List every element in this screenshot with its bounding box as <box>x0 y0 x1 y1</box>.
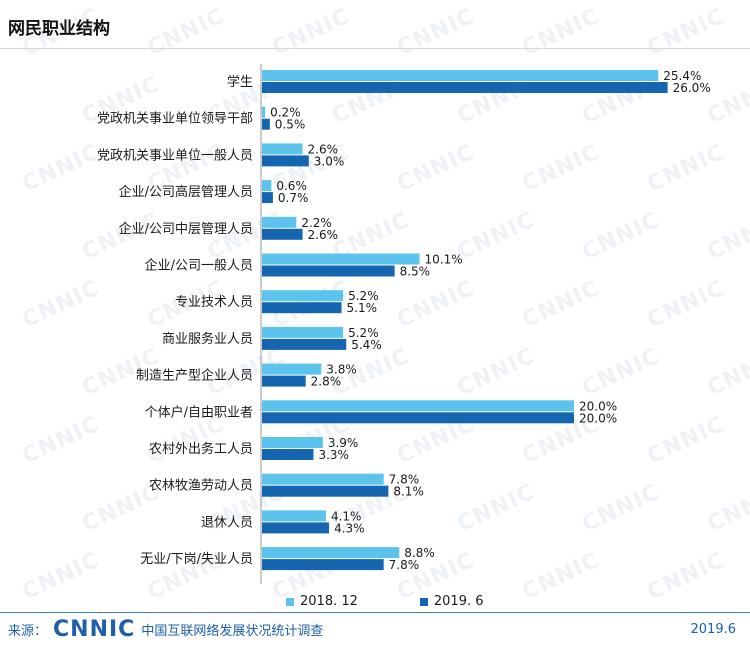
bar-2018 <box>262 253 420 265</box>
bar-2018 <box>262 363 322 375</box>
category-label: 农林牧渔劳动人员 <box>149 478 253 494</box>
bar-2018 <box>262 143 303 155</box>
category-label: 学生 <box>227 74 253 90</box>
footer-date: 2019.6 <box>690 621 737 637</box>
data-label-2018: 7.8% <box>389 473 420 487</box>
bar-2018 <box>262 437 323 448</box>
bar-chart: 学生 25.4%26.0% 党政机关事业单位领导干部 0.2%0.5% 党政机关事业单位… <box>97 64 711 584</box>
bar-2019 <box>262 375 306 387</box>
bar-2019 <box>262 338 347 350</box>
category-label: 制造生产型企业人员 <box>136 368 253 384</box>
chart-title: 网民职业结构 <box>8 19 110 39</box>
bar-2019 <box>262 485 389 497</box>
bar-2018 <box>262 290 344 302</box>
bar-2019 <box>262 265 395 277</box>
data-label-2018: 0.6% <box>276 179 307 193</box>
data-label-2018: 25.4% <box>663 69 701 83</box>
category-label: 企业/公司一般人员 <box>145 258 253 274</box>
bar-2018 <box>262 216 297 228</box>
bar-2019 <box>262 82 668 93</box>
data-label-2018: 5.2% <box>348 326 379 340</box>
bar-2018 <box>262 180 272 192</box>
data-label-2019: 20.0% <box>579 411 617 425</box>
bar-2018 <box>262 400 574 412</box>
footer-source-label: 来源： <box>8 623 48 639</box>
bar-2019 <box>262 155 309 167</box>
bar-2019 <box>262 228 303 240</box>
category-label: 商业服务业人员 <box>162 331 253 347</box>
data-label-2018: 0.2% <box>270 106 301 120</box>
data-label-2019: 4.3% <box>334 521 365 535</box>
category-label: 专业技术人员 <box>175 295 253 310</box>
chart-legend: 2018. 12 2019. 6 <box>286 594 484 609</box>
category-label: 退休人员 <box>201 515 253 530</box>
bar-2018 <box>262 473 384 485</box>
data-label-2018: 20.0% <box>579 399 617 413</box>
legend-swatch-2019 <box>419 597 428 606</box>
data-label-2019: 0.5% <box>275 118 306 132</box>
data-label-2018: 10.1% <box>425 253 463 267</box>
bar-2019 <box>262 192 273 204</box>
category-label: 农村外出务工人员 <box>149 441 253 457</box>
footer-organization: 中国互联网络发展状况统计调查 <box>141 623 324 639</box>
bar-2019 <box>262 449 314 460</box>
data-label-2019: 0.7% <box>278 191 309 205</box>
bar-2019 <box>262 118 270 130</box>
bar-2018 <box>262 326 344 338</box>
legend-item-2019: 2019. 6 <box>419 594 484 609</box>
category-label: 无业/下岗/失业人员 <box>140 552 253 567</box>
category-label: 企业/公司中层管理人员 <box>119 221 253 237</box>
data-label-2018: 3.9% <box>328 436 359 450</box>
bar-2019 <box>262 559 384 571</box>
data-label-2019: 8.5% <box>400 265 431 279</box>
legend-swatch-2018 <box>286 597 294 606</box>
bar-2019 <box>262 522 330 534</box>
bar-2018 <box>262 70 659 81</box>
data-label-2019: 5.4% <box>351 338 382 352</box>
category-label: 个体户/自由职业者 <box>145 404 253 420</box>
data-label-2018: 3.8% <box>326 363 357 377</box>
bar-2018 <box>262 510 326 522</box>
data-label-2019: 26.0% <box>673 81 711 95</box>
data-label-2019: 7.8% <box>389 558 420 572</box>
data-label-2019: 2.8% <box>311 375 342 389</box>
category-label: 党政机关事业单位领导干部 <box>97 112 253 127</box>
title-divider <box>0 48 750 49</box>
category-label: 党政机关事业单位一般人员 <box>97 147 253 163</box>
bar-2019 <box>262 302 342 314</box>
footer: 来源： CNNIC 中国互联网络发展状况统计调查 2019.6 <box>0 612 750 645</box>
data-label-2019: 8.1% <box>393 485 424 499</box>
data-label-2019: 5.1% <box>347 301 378 315</box>
bar-2019 <box>262 412 574 424</box>
data-label-2018: 4.1% <box>331 509 362 523</box>
data-label-2018: 8.8% <box>404 546 435 560</box>
category-label: 企业/公司高层管理人员 <box>119 184 253 200</box>
data-label-2018: 2.2% <box>301 216 332 230</box>
data-label-2019: 3.3% <box>318 448 349 462</box>
legend-item-2018: 2018. 12 <box>286 594 358 609</box>
data-label-2019: 3.0% <box>314 154 345 168</box>
legend-label-2019: 2019. 6 <box>433 594 484 609</box>
legend-label-2018: 2018. 12 <box>300 594 358 609</box>
bar-2018 <box>262 547 400 559</box>
data-label-2018: 5.2% <box>348 289 379 303</box>
data-label-2019: 2.6% <box>308 228 339 242</box>
cnnic-logo: CNNIC <box>53 616 136 642</box>
data-label-2018: 2.6% <box>308 142 339 156</box>
bar-2018 <box>262 106 266 118</box>
